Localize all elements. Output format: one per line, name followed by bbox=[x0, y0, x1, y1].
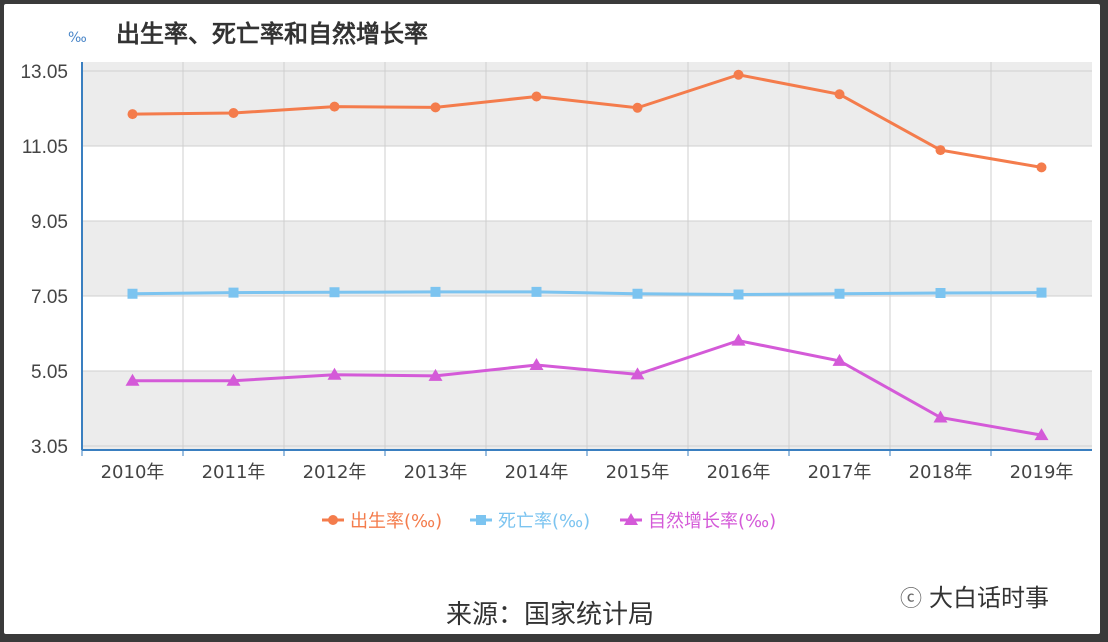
data-point bbox=[935, 288, 946, 298]
y-tick-label: 7.05 bbox=[31, 287, 68, 308]
data-point bbox=[531, 286, 542, 297]
data-point bbox=[430, 102, 441, 113]
legend-label: 自然增长率(‰) bbox=[648, 511, 776, 532]
data-point bbox=[834, 288, 845, 299]
watermark: ⓒ 大白话时事 bbox=[900, 578, 1049, 613]
data-point bbox=[329, 287, 340, 298]
x-tick-label: 2011年 bbox=[202, 462, 266, 483]
data-point bbox=[935, 145, 946, 156]
y-tick-label: 9.05 bbox=[31, 212, 68, 233]
x-tick-label: 2012年 bbox=[303, 462, 367, 483]
y-tick-label: 5.05 bbox=[31, 362, 68, 383]
data-point bbox=[731, 333, 746, 346]
data-point bbox=[733, 289, 744, 300]
data-point bbox=[632, 288, 643, 299]
x-tick-label: 2017年 bbox=[808, 462, 872, 483]
series-line-0 bbox=[132, 73, 1042, 169]
x-tick-label: 2019年 bbox=[1010, 462, 1074, 483]
legend-marker bbox=[476, 515, 486, 525]
data-point bbox=[228, 287, 239, 298]
legend-marker bbox=[328, 515, 338, 525]
y-tick-label: 11.05 bbox=[22, 137, 68, 158]
x-tick-label: 2010年 bbox=[101, 462, 165, 483]
data-point bbox=[228, 108, 239, 118]
legend-label: 死亡率(‰) bbox=[498, 511, 590, 532]
legend-label: 出生率(‰) bbox=[350, 511, 442, 532]
data-point bbox=[529, 358, 544, 370]
data-point bbox=[428, 368, 443, 381]
y-tick-label: 3.05 bbox=[31, 437, 68, 458]
watermark-text: 大白话时事 bbox=[929, 584, 1049, 612]
x-tick-label: 2016年 bbox=[707, 462, 771, 483]
data-point bbox=[832, 353, 847, 366]
data-point bbox=[630, 367, 645, 380]
x-tick-label: 2014年 bbox=[505, 462, 569, 483]
data-point bbox=[430, 286, 441, 297]
data-point bbox=[733, 69, 744, 80]
series-line-2 bbox=[132, 339, 1042, 437]
data-point bbox=[834, 89, 845, 100]
x-tick-label: 2018年 bbox=[909, 462, 973, 483]
wechat-icon: ⓒ bbox=[900, 587, 929, 612]
data-point bbox=[1034, 428, 1049, 441]
data-point bbox=[1036, 287, 1047, 298]
legend-marker bbox=[624, 513, 638, 525]
series-line-1 bbox=[132, 290, 1042, 297]
data-point bbox=[127, 109, 138, 120]
chart-title: 出生率、死亡率和自然增长率 bbox=[116, 20, 428, 48]
y-axis-unit: ‰ bbox=[68, 30, 87, 46]
x-tick-label: 2015年 bbox=[606, 462, 670, 483]
source-note: 来源：国家统计局 bbox=[446, 600, 655, 630]
data-point bbox=[125, 373, 140, 386]
data-point bbox=[329, 101, 340, 112]
x-tick-label: 2013年 bbox=[404, 462, 468, 483]
data-point bbox=[531, 91, 542, 102]
data-point bbox=[327, 367, 342, 380]
data-point bbox=[127, 288, 138, 299]
data-point bbox=[933, 410, 948, 423]
data-point bbox=[1036, 162, 1047, 173]
y-tick-label: 13.05 bbox=[20, 62, 68, 83]
data-point bbox=[226, 373, 241, 386]
data-point bbox=[632, 102, 643, 113]
